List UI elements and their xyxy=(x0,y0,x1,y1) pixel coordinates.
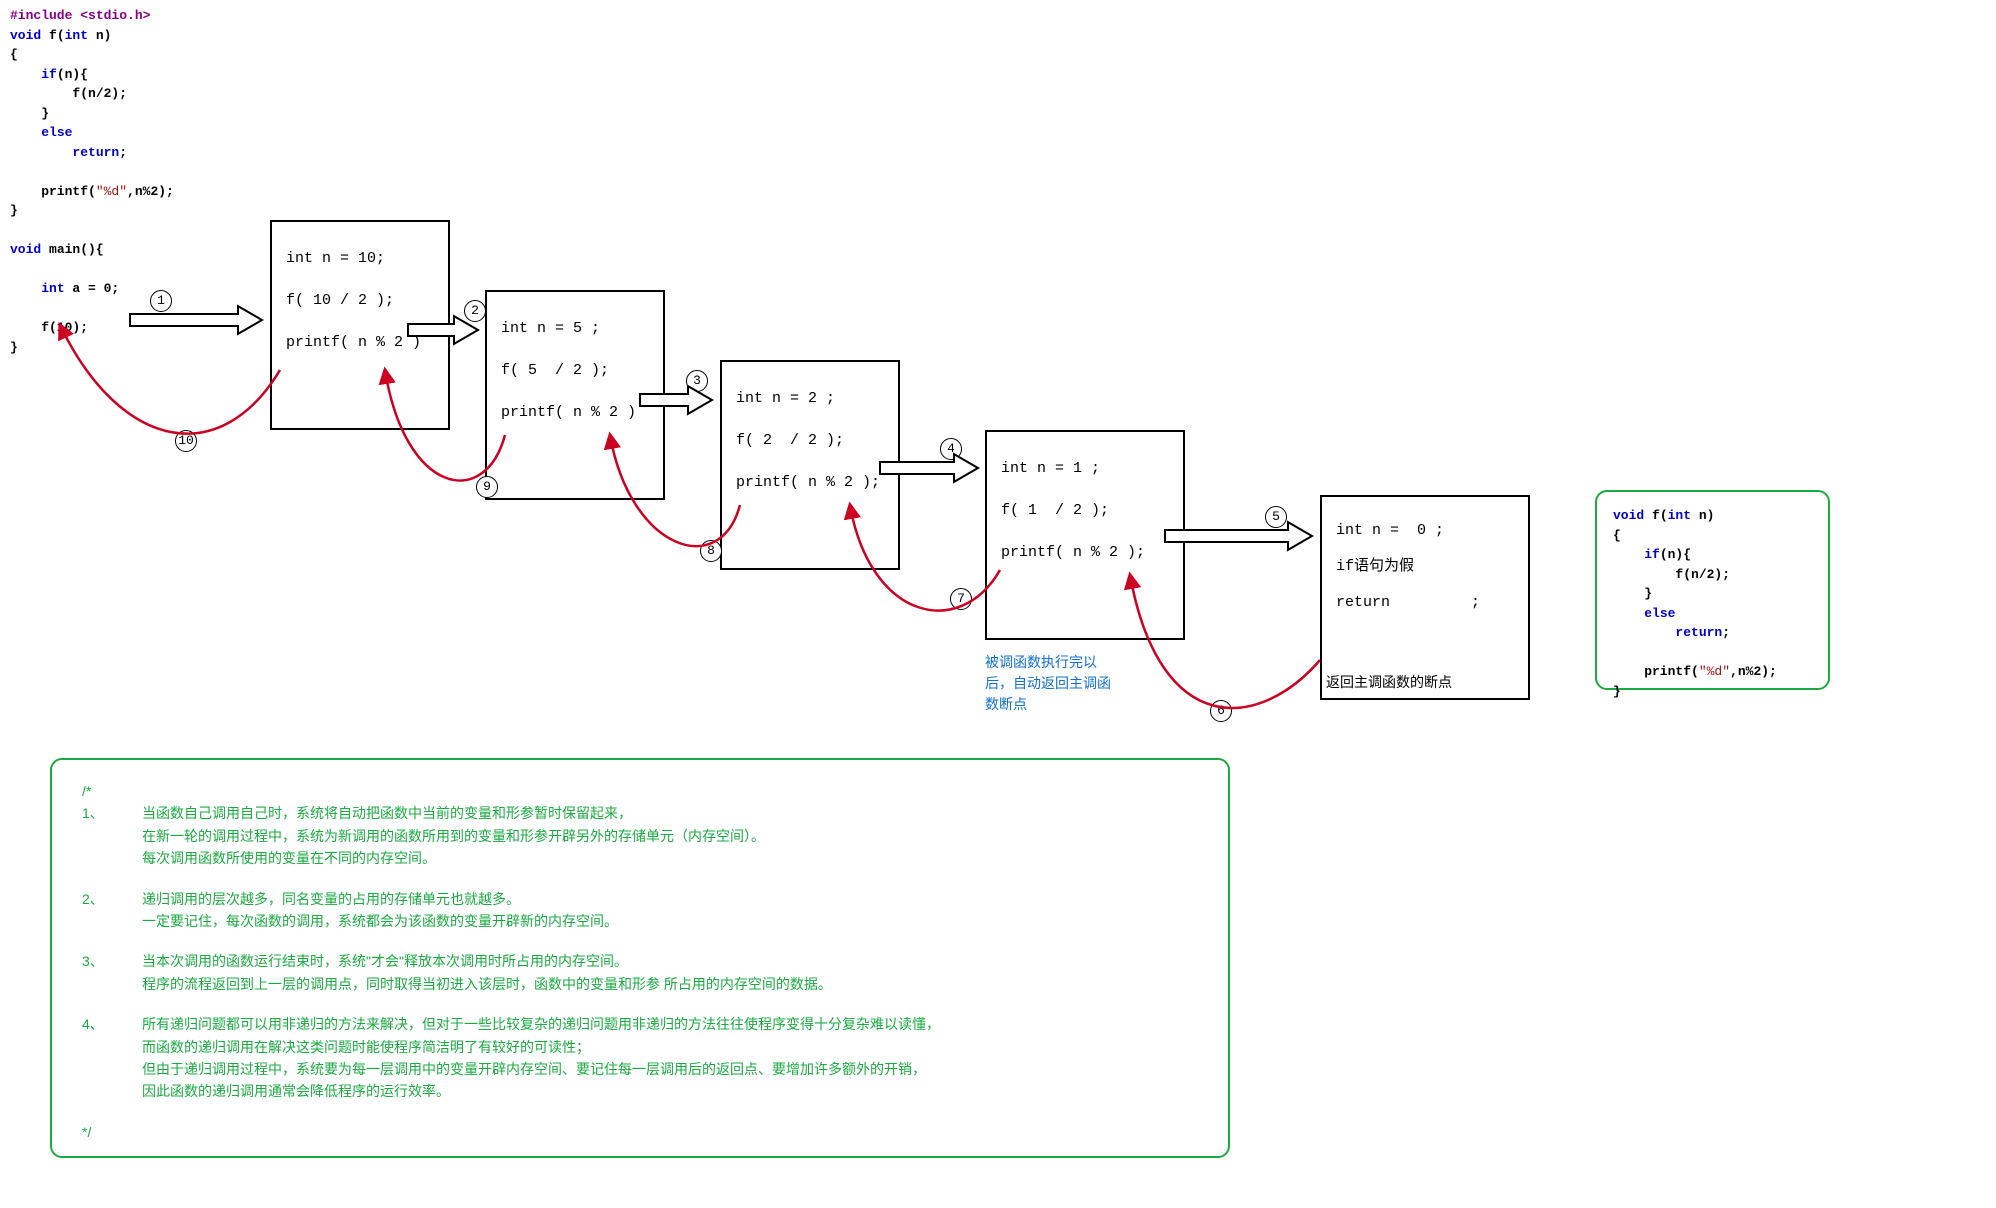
step-5: 5 xyxy=(1265,506,1287,528)
step-6: 6 xyxy=(1210,700,1232,722)
stack-frame-2: int n = 2 ; f( 2 / 2 ); printf( n % 2 ); xyxy=(720,360,900,570)
stack-frame-3: int n = 1 ; f( 1 / 2 ); printf( n % 2 ); xyxy=(985,430,1185,640)
explanation-notes: /*1、当函数自己调用自己时，系统将自动把函数中当前的变量和形参暂时保留起来，在… xyxy=(50,758,1230,1158)
source-code: #include <stdio.h> void f(int n) { if(n)… xyxy=(10,6,174,357)
step-10: 10 xyxy=(175,430,197,452)
step-9: 9 xyxy=(476,476,498,498)
step-2: 2 xyxy=(464,300,486,322)
stack-frame-0: int n = 10; f( 10 / 2 ); printf( n % 2 ) xyxy=(270,220,450,430)
step-3: 3 xyxy=(686,370,708,392)
stack-frame-4: int n = 0 ; if语句为假 return ; xyxy=(1320,495,1530,700)
stack-frame-1: int n = 5 ; f( 5 / 2 ); printf( n % 2 ) xyxy=(485,290,665,500)
step-4: 4 xyxy=(940,438,962,460)
step-1: 1 xyxy=(150,290,172,312)
step-8: 8 xyxy=(700,540,722,562)
final-caption: 返回主调函数的断点 xyxy=(1326,672,1452,692)
step-7: 7 xyxy=(950,588,972,610)
recursive-fn-code: void f(int n) { if(n){ f(n/2); } else re… xyxy=(1595,490,1830,690)
blue-note: 被调函数执行完以 后，自动返回主调函 数断点 xyxy=(985,652,1111,715)
